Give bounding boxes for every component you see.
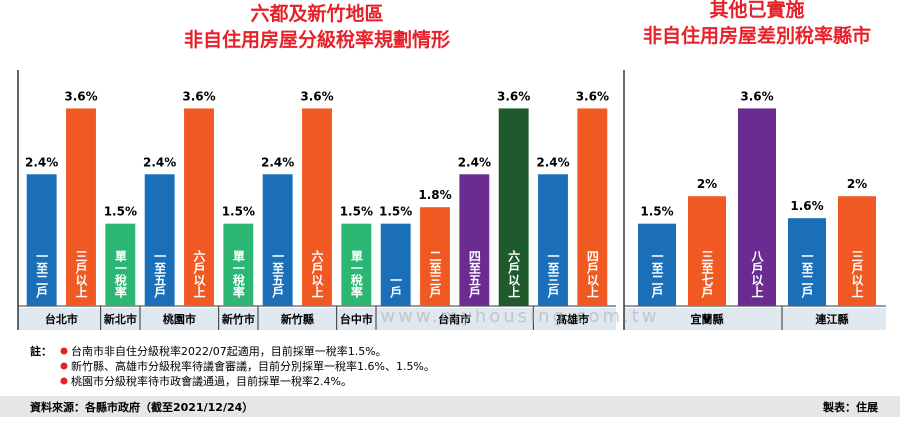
bar-label: 單一稅率	[113, 250, 127, 299]
value-label: 3.6%	[64, 89, 97, 103]
value-label: 3.6%	[497, 89, 530, 103]
bar-label: 二至三戶	[428, 250, 442, 299]
value-label: 2.4%	[458, 155, 491, 169]
bar	[184, 108, 214, 306]
bar-label: 六戶以上	[507, 249, 521, 298]
bar	[341, 223, 372, 306]
bar	[262, 174, 293, 306]
bar-label: 四至五戶	[467, 250, 481, 299]
value-label: 2.4%	[25, 155, 58, 169]
value-label: 2%	[697, 177, 717, 191]
bar	[688, 196, 726, 306]
watermark: www.myhousing.com.tw	[380, 306, 659, 327]
notes-label: 註：	[30, 344, 52, 358]
value-label: 3.6%	[576, 89, 609, 103]
bar	[459, 174, 490, 306]
bar-label: 單一稅率	[349, 250, 363, 299]
category-label: 新竹縣	[281, 312, 314, 326]
value-label: 1.8%	[418, 188, 451, 202]
bar	[838, 196, 876, 306]
bar	[105, 223, 136, 306]
chart-title: 非自住用房屋分級稅率規劃情形	[184, 28, 450, 51]
value-label: 3.6%	[740, 89, 773, 103]
bar-label: 三至七戶	[700, 250, 714, 299]
value-label: 3.6%	[182, 89, 215, 103]
bar	[223, 223, 254, 306]
source-band	[0, 396, 900, 417]
category-label: 高雄市	[556, 312, 589, 326]
chart-title: 非自住用房屋差別稅率縣市	[643, 24, 871, 47]
category-label: 新竹市	[222, 312, 255, 326]
bar	[420, 207, 450, 306]
value-label: 3.6%	[300, 89, 333, 103]
bar	[66, 108, 96, 306]
value-label: 1.5%	[340, 205, 373, 219]
category-label: 新北市	[104, 312, 137, 326]
value-label: 2.4%	[536, 155, 569, 169]
value-label: 1.5%	[222, 205, 255, 219]
value-label: 1.6%	[790, 199, 823, 213]
category-label: 連江縣	[816, 312, 849, 326]
bar-label: 一至二戶	[800, 250, 814, 299]
bar-label: 一至二戶	[650, 250, 664, 299]
category-band	[624, 308, 886, 330]
source: 資料來源：各縣市政府（截至2021/12/24）	[30, 400, 253, 414]
bar-label: 四戶以上	[585, 250, 599, 298]
note: 新竹縣、高雄市分級稅率待議會審議，目前分別採單一稅率1.6%、1.5%。	[71, 359, 435, 373]
bar-label: 一至三戶	[546, 250, 560, 299]
bar	[498, 108, 529, 306]
category-label: 台北市	[45, 312, 78, 326]
value-label: 2.4%	[143, 155, 176, 169]
bar-label: 一至五戶	[153, 250, 167, 299]
category-label: 台南市	[438, 312, 471, 326]
bar-label: 六戶以上	[192, 249, 206, 298]
note: 台南市非自住分級稅率2022/07起適用，目前採單一稅率1.5%。	[71, 344, 387, 358]
value-label: 2.4%	[261, 155, 294, 169]
bar	[738, 108, 776, 306]
bullet	[60, 362, 68, 370]
bar-label: 一至五戶	[271, 250, 285, 299]
bar-label: 一至二戶	[35, 250, 49, 299]
chart-title: 其他已實施	[709, 0, 804, 21]
value-label: 1.5%	[104, 205, 137, 219]
note: 桃園市分級稅率待市政會議通過，目前採單一稅率2.4%。	[71, 374, 352, 388]
bar	[380, 223, 411, 306]
value-label: 2%	[847, 177, 867, 191]
bar-label: 三戶以上	[850, 250, 864, 298]
bar	[638, 223, 676, 306]
category-band	[18, 308, 616, 330]
category-label: 台中市	[340, 312, 373, 326]
bar-label: 單一稅率	[231, 250, 245, 299]
bar	[26, 174, 57, 306]
credit: 製表：住展	[822, 400, 879, 414]
bullet	[60, 377, 68, 385]
bar	[577, 108, 608, 306]
bar	[538, 174, 568, 306]
bar-label: 八戶以上	[750, 250, 764, 298]
category-label: 宜蘭縣	[691, 312, 724, 326]
bar	[302, 108, 332, 306]
bar-label: 六戶以上	[310, 249, 324, 298]
category-label: 桃園市	[163, 312, 196, 326]
bar-label: 三戶以上	[74, 250, 88, 298]
bar-label: 一戶	[389, 274, 403, 299]
bar	[144, 174, 175, 306]
bar	[788, 218, 826, 306]
value-label: 1.5%	[379, 205, 412, 219]
value-label: 1.5%	[640, 205, 673, 219]
bullet	[60, 347, 68, 355]
chart-title: 六都及新竹地區	[250, 2, 383, 25]
